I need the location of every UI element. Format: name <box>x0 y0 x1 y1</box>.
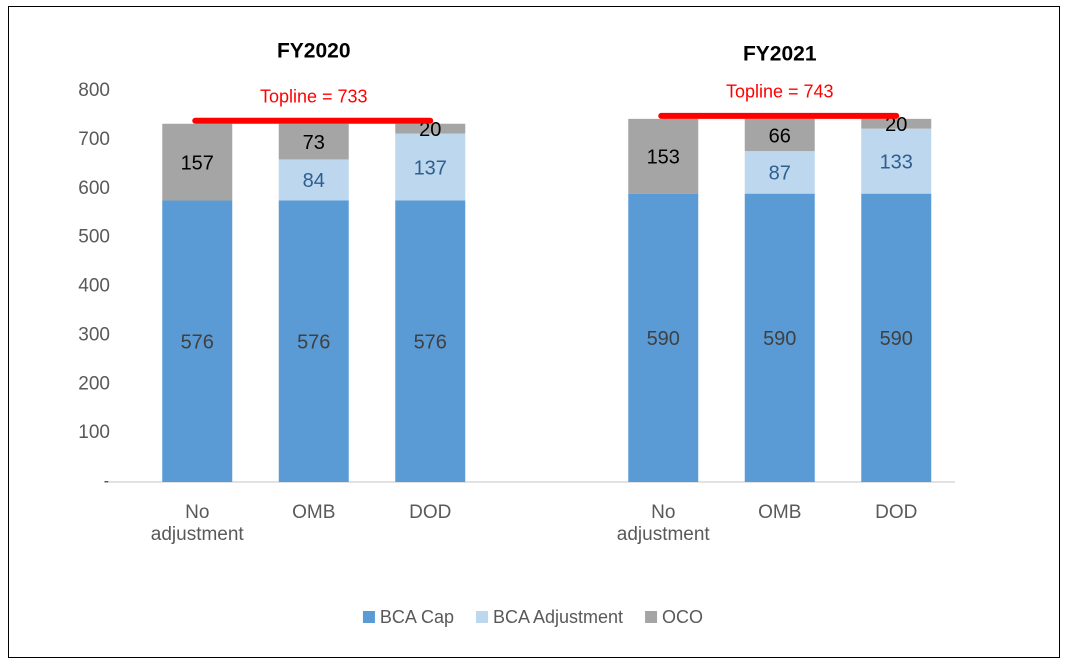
bar-segment <box>278 200 349 483</box>
y-tick-label: 200 <box>78 373 110 394</box>
bar-segment <box>744 118 815 152</box>
legend-label: BCA Adjustment <box>493 607 623 627</box>
legend-swatch <box>362 611 375 623</box>
x-tick-label: DOD <box>409 502 452 523</box>
group-title: FY2020 <box>277 40 351 63</box>
data-label: 133 <box>880 151 913 173</box>
data-label: 576 <box>181 332 214 354</box>
data-label: 66 <box>769 125 791 147</box>
chart-frame <box>8 6 1060 658</box>
bar-segment <box>395 200 466 483</box>
bar-segment <box>395 123 466 134</box>
legend-item: OCO <box>645 607 703 627</box>
topline-label: Topline = 743 <box>726 82 834 102</box>
x-tick-label: OMB <box>292 502 336 523</box>
data-label: 590 <box>647 328 680 350</box>
y-tick-label: 500 <box>78 227 110 248</box>
x-tick-label: OMB <box>758 502 802 523</box>
bar-segment <box>861 128 932 194</box>
legend-item: BCA Cap <box>362 607 454 627</box>
bar-segment <box>278 159 349 201</box>
x-tick-label: DOD <box>875 502 918 523</box>
y-tick-label: 700 <box>78 129 110 150</box>
data-label: 590 <box>880 328 913 350</box>
data-label: 576 <box>414 332 447 354</box>
data-label: 153 <box>647 147 680 169</box>
y-tick-label: 100 <box>78 422 110 443</box>
legend-item: BCA Adjustment <box>475 607 623 627</box>
bar-segment <box>162 123 233 201</box>
data-label: 73 <box>303 132 325 154</box>
topline-label: Topline = 733 <box>260 86 368 106</box>
legend-label: BCA Cap <box>380 607 454 627</box>
y-tick-label: 600 <box>78 178 110 199</box>
data-label: 20 <box>419 119 441 141</box>
data-label: 137 <box>414 157 447 179</box>
data-label: 84 <box>303 170 325 192</box>
legend-swatch <box>645 611 658 623</box>
x-tick-label: No adjustment <box>150 502 244 545</box>
bar-segment <box>744 151 815 194</box>
bar-segment <box>861 193 932 482</box>
data-label: 157 <box>181 152 214 174</box>
bar-segment <box>744 193 815 482</box>
bar-segment <box>861 118 932 129</box>
data-label: 20 <box>885 114 907 136</box>
bar-segment <box>628 193 699 482</box>
data-label: 576 <box>297 332 330 354</box>
x-tick-label: No adjustment <box>616 502 710 545</box>
data-label: 590 <box>763 328 796 350</box>
group-title: FY2021 <box>743 43 817 66</box>
y-tick-label: - <box>104 471 110 492</box>
data-label: 87 <box>769 163 791 185</box>
bar-segment <box>162 200 233 483</box>
bar-segment <box>628 118 699 194</box>
bar-segment <box>395 133 466 201</box>
legend-label: OCO <box>662 607 703 627</box>
bar-segment <box>278 123 349 160</box>
y-tick-label: 800 <box>78 80 110 101</box>
legend-swatch <box>475 611 488 623</box>
y-tick-label: 400 <box>78 276 110 297</box>
y-tick-label: 300 <box>78 324 110 345</box>
